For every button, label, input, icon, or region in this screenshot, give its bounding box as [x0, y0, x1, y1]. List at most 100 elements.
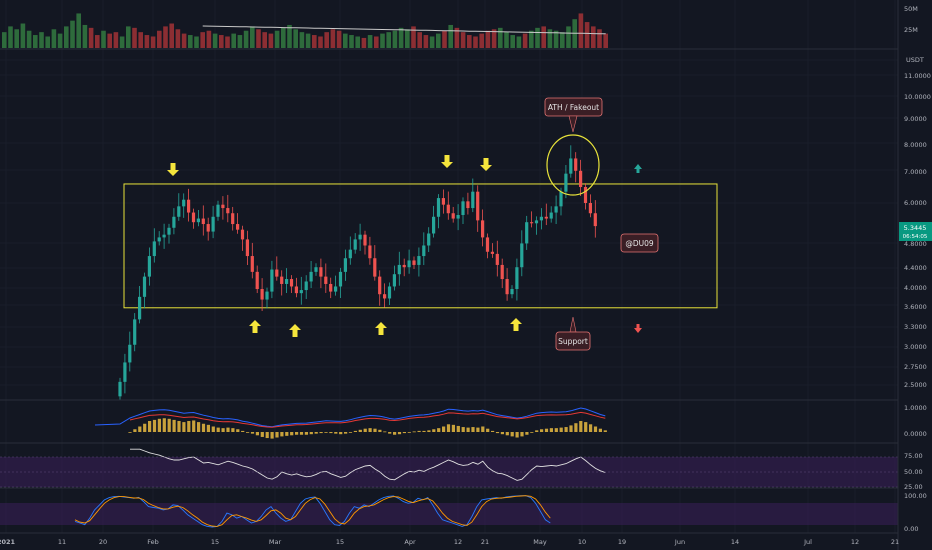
candle-body — [373, 258, 377, 277]
volume-bar — [312, 35, 317, 48]
candle-body — [314, 267, 318, 272]
candle-body — [329, 283, 333, 292]
macd-histogram-bar — [280, 432, 284, 437]
price-axis-tick: 9.0000 — [904, 115, 927, 123]
candle-body — [236, 224, 240, 230]
candle-body — [138, 296, 142, 320]
macd-histogram-bar — [241, 430, 245, 432]
author-note[interactable]: @DU09 — [620, 233, 659, 253]
time-axis-label: 12 — [454, 538, 462, 546]
yellow-down-arrow-icon — [480, 158, 492, 171]
red-down-arrow-icon — [634, 324, 642, 333]
volume-bar — [45, 36, 50, 48]
candle-body — [559, 191, 563, 207]
price-axis-tick: 4.4000 — [904, 264, 927, 272]
candle-body — [574, 158, 578, 171]
volume-bar — [504, 32, 509, 48]
candle-body — [456, 215, 460, 219]
macd-histogram-bar — [579, 421, 583, 432]
volume-bar — [597, 29, 602, 48]
volume-bar — [150, 36, 156, 48]
volume-bar — [256, 29, 261, 48]
macd-histogram-bar — [481, 426, 485, 432]
candle-body — [255, 271, 259, 290]
macd-histogram-bar — [363, 428, 367, 432]
price-axis-tick: 10.0000 — [904, 93, 931, 101]
macd-histogram-bar — [250, 432, 255, 434]
macd-histogram-bar — [554, 428, 558, 432]
macd-histogram-bar — [451, 424, 455, 432]
volume-bar — [119, 36, 125, 48]
time-axis-label: 21 — [481, 538, 489, 546]
volume-bar — [498, 27, 503, 48]
macd-histogram-bar — [295, 432, 299, 435]
candle-body — [436, 198, 441, 217]
volume-bar — [51, 29, 57, 48]
volume-bar — [460, 32, 466, 48]
candle-body — [147, 256, 151, 277]
volume-bar — [386, 32, 391, 48]
macd-histogram-bar — [471, 427, 475, 432]
macd-histogram-bar — [544, 428, 549, 432]
candle-body — [520, 243, 524, 268]
macd-histogram-bar — [427, 430, 431, 432]
time-axis-label: 21 — [891, 538, 899, 546]
candle-body — [422, 245, 426, 257]
candle-body — [471, 191, 475, 209]
volume-bar — [324, 32, 329, 48]
macd-histogram-bar — [515, 432, 519, 438]
volume-bar — [336, 30, 342, 48]
volume-bar — [380, 33, 385, 48]
candle-body — [539, 216, 543, 221]
volume-bar — [491, 29, 497, 48]
macd-histogram-bar — [324, 432, 328, 433]
candle-body — [378, 276, 382, 295]
candle-body — [304, 281, 308, 291]
candle-body — [348, 249, 352, 259]
candle-body — [196, 218, 200, 223]
macd-histogram-bar — [152, 419, 157, 432]
macd-histogram-bar — [265, 432, 269, 439]
volume-bar — [169, 23, 174, 48]
price-axis[interactable]: 11.0000 10.0000 9.0000 8.0000 7.0000 6.0000 4.… — [904, 5, 931, 533]
volume-bar — [423, 35, 429, 48]
candle-body — [133, 319, 137, 345]
stoch-band — [0, 503, 898, 525]
stoch-axis-tick: 0.00 — [904, 525, 918, 533]
candle-body — [368, 245, 372, 259]
time-axis[interactable]: 2021 11 20 Feb 15 Mar 15 Apr 12 21 May 10 19 Jun 14 Jul… — [0, 538, 899, 546]
volume-bar — [126, 26, 131, 48]
macd-histogram-bar — [593, 426, 598, 432]
volume-bar — [243, 30, 249, 48]
candle-body — [476, 191, 480, 221]
volume-bar — [522, 33, 528, 48]
candle-body — [118, 381, 122, 397]
price-axis-tick: 2.7500 — [904, 363, 927, 371]
volume-bar — [392, 30, 398, 48]
macd-histogram-bar — [201, 423, 206, 432]
macd-histogram-bar — [388, 432, 392, 434]
volume-bar — [20, 23, 26, 48]
support-note[interactable]: Support — [555, 316, 591, 351]
candle-body — [157, 237, 161, 242]
volume-bar — [367, 35, 373, 48]
candle-body — [485, 237, 490, 252]
macd-histogram-bar — [192, 420, 196, 432]
macd-histogram-bar — [143, 423, 147, 432]
candle-body — [231, 213, 235, 225]
rsi-axis-tick: 75.00 — [904, 452, 923, 460]
volume-bar — [405, 29, 410, 48]
volume-bar — [26, 30, 32, 48]
volume-bar — [157, 30, 162, 48]
macd-histogram-bar — [422, 430, 426, 432]
time-axis-label: May — [533, 538, 547, 546]
macd-histogram-bar — [290, 432, 294, 436]
rsi-axis-tick: 25.00 — [904, 483, 923, 491]
volume-bar — [479, 33, 484, 48]
candle-body — [481, 220, 485, 238]
macd-histogram-bar — [446, 424, 451, 432]
range-box — [123, 183, 718, 309]
ath-note[interactable]: ATH / Fakeout — [544, 97, 603, 133]
macd-histogram-bar — [329, 432, 333, 434]
